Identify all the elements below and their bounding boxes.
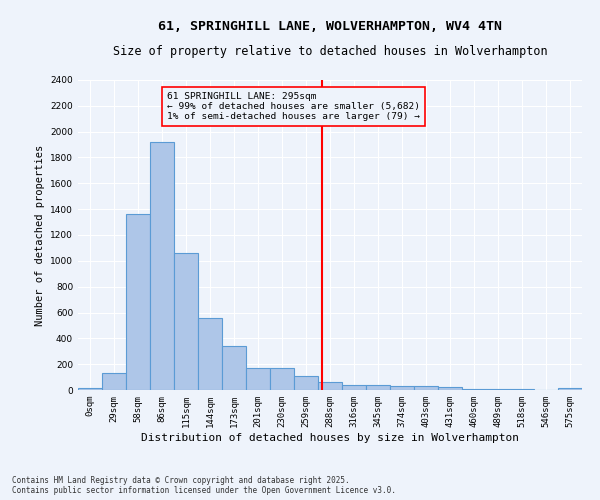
Bar	[150, 142, 174, 390]
Bar	[318, 382, 342, 390]
Bar	[414, 386, 438, 390]
Bar	[222, 346, 246, 390]
Bar	[366, 385, 390, 390]
Bar	[390, 386, 414, 390]
Bar	[438, 388, 462, 390]
Bar	[174, 253, 198, 390]
X-axis label: Distribution of detached houses by size in Wolverhampton: Distribution of detached houses by size …	[141, 432, 519, 442]
Text: Contains HM Land Registry data © Crown copyright and database right 2025.
Contai: Contains HM Land Registry data © Crown c…	[12, 476, 396, 495]
Bar	[558, 388, 582, 390]
Text: 61 SPRINGHILL LANE: 295sqm
← 99% of detached houses are smaller (5,682)
1% of se: 61 SPRINGHILL LANE: 295sqm ← 99% of deta…	[167, 92, 420, 122]
Bar	[102, 373, 126, 390]
Bar	[78, 388, 102, 390]
Bar	[294, 376, 318, 390]
Bar	[126, 214, 150, 390]
Bar	[342, 386, 366, 390]
Bar	[270, 368, 294, 390]
Bar	[198, 318, 222, 390]
Text: 61, SPRINGHILL LANE, WOLVERHAMPTON, WV4 4TN: 61, SPRINGHILL LANE, WOLVERHAMPTON, WV4 …	[158, 20, 502, 33]
Text: Size of property relative to detached houses in Wolverhampton: Size of property relative to detached ho…	[113, 45, 547, 58]
Y-axis label: Number of detached properties: Number of detached properties	[35, 144, 44, 326]
Bar	[246, 368, 270, 390]
